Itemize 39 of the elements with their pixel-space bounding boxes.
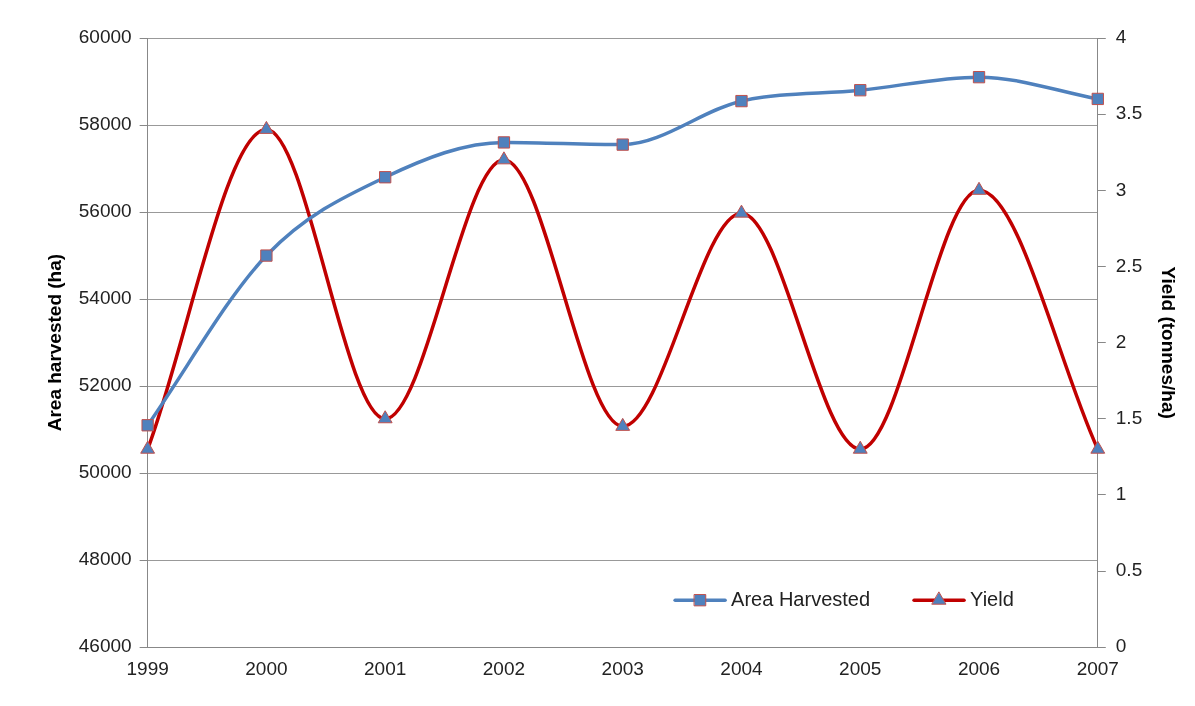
legend-label: Yield — [970, 587, 1014, 610]
y-tick-label: 56000 — [78, 200, 132, 222]
y2-tick-label: 3.5 — [1115, 102, 1143, 124]
point — [497, 136, 511, 149]
x-tick-label: 2006 — [957, 657, 1001, 679]
x-tick-label: 2005 — [839, 657, 882, 679]
y-tick-label: 46000 — [78, 635, 132, 657]
legend-label: Area Harvested — [731, 587, 871, 610]
y2-axis-title: Yield (tonnes/ha) — [1158, 266, 1180, 419]
y2-tick-label: 0 — [1115, 635, 1127, 657]
y-axis-title: Area harvested (ha) — [43, 253, 65, 432]
y-tick-label: 54000 — [78, 287, 132, 309]
point — [616, 138, 629, 151]
y2-tick-label: 2 — [1115, 330, 1127, 352]
point — [141, 419, 154, 432]
point — [854, 84, 867, 97]
x-tick-label: 2003 — [601, 657, 644, 679]
y2-tick-label: 0.5 — [1115, 559, 1143, 581]
y2-tick-label: 3 — [1115, 178, 1127, 200]
point — [260, 249, 273, 262]
x-tick-label: 2001 — [364, 657, 407, 679]
y2-tick-label: 1.5 — [1115, 406, 1143, 428]
x-tick-label: 2000 — [245, 657, 288, 679]
x-tick-label: 2002 — [482, 657, 526, 679]
y2-tick-label: 1 — [1115, 483, 1127, 505]
y-tick-label: 50000 — [78, 461, 132, 483]
point — [735, 94, 748, 108]
y2-tick-label: 4 — [1115, 26, 1127, 48]
point — [1091, 92, 1104, 106]
x-tick-label: 2007 — [1076, 657, 1119, 679]
x-tick-label: 2004 — [720, 657, 764, 679]
y-tick-label: 58000 — [78, 113, 132, 135]
y2-tick-label: 2.5 — [1115, 254, 1143, 276]
y-tick-label: 48000 — [78, 548, 132, 570]
y-tick-label: 60000 — [78, 26, 132, 48]
y-tick-label: 52000 — [78, 374, 132, 396]
x-tick-label: 1999 — [126, 657, 169, 679]
point — [972, 71, 986, 84]
point — [379, 171, 392, 184]
